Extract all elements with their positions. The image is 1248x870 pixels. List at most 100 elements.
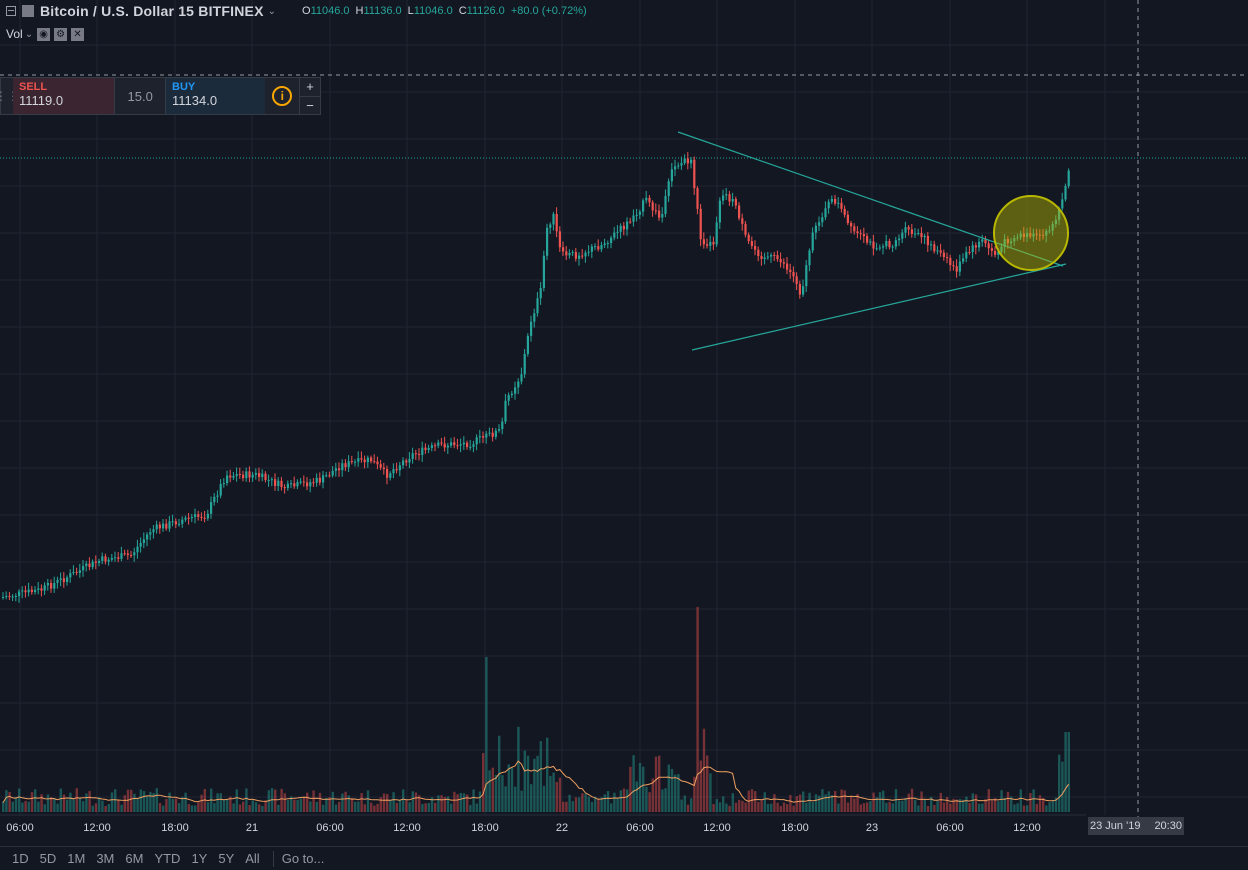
range-3m[interactable]: 3M (96, 851, 115, 866)
candle-body (795, 276, 798, 284)
candle-body (459, 444, 462, 446)
collapse-icon[interactable] (6, 6, 16, 16)
candle-body (658, 210, 661, 218)
volume-bar (578, 797, 581, 812)
info-button[interactable]: i (265, 78, 299, 114)
buy-price: 11134.0 (172, 93, 218, 108)
candle-body (888, 241, 891, 248)
range-5y[interactable]: 5Y (218, 851, 235, 866)
volume-bar (126, 789, 130, 812)
close-icon[interactable]: ✕ (71, 27, 85, 41)
candle-body (587, 251, 590, 253)
time-axis-label: 12:00 (83, 822, 111, 834)
candle-body (744, 223, 747, 235)
hide-icon[interactable]: ◉ (37, 27, 51, 41)
volume-bar (290, 796, 293, 812)
sell-button[interactable]: SELL 11119.0 (13, 78, 115, 114)
volume-bar (242, 801, 245, 812)
volume-bar (597, 798, 600, 812)
volume-bar (523, 750, 526, 812)
volume-bar (974, 794, 978, 812)
candle-body (706, 244, 709, 246)
candle-body (1032, 233, 1035, 237)
volume-bar (306, 792, 309, 812)
candle-body (760, 255, 763, 259)
chevron-down-icon[interactable]: ⌄ (267, 5, 277, 17)
volume-bar (549, 776, 552, 812)
volume-bar (1035, 804, 1038, 812)
volume-bar (539, 741, 542, 812)
candle-body (670, 169, 673, 182)
candle-body (363, 459, 366, 463)
range-all[interactable]: All (245, 851, 260, 866)
candle-body (933, 244, 936, 252)
range-1y[interactable]: 1Y (191, 851, 208, 866)
buy-button[interactable]: BUY 11134.0 (166, 78, 266, 114)
range-5d[interactable]: 5D (39, 851, 57, 866)
candle-body (1000, 246, 1003, 252)
volume-bar (789, 794, 792, 812)
volume-bar (69, 792, 72, 812)
candle-body (613, 232, 616, 238)
candle-body (27, 589, 30, 593)
candle-body (808, 250, 811, 266)
candle-body (242, 474, 245, 479)
candle-body (907, 227, 910, 230)
volume-bar (808, 792, 811, 812)
candle-body (725, 194, 728, 196)
candle-body (408, 458, 411, 463)
breakout-highlight-circle[interactable] (993, 195, 1069, 271)
goto-button[interactable]: Go to... (281, 851, 325, 866)
candle-body (811, 232, 814, 251)
triangle-lower-trendline[interactable] (691, 263, 1067, 351)
range-ytd[interactable]: YTD (154, 851, 181, 866)
candle-body (347, 461, 350, 468)
candle-body (955, 266, 958, 272)
volume-bar (888, 801, 891, 812)
symbol-title[interactable]: Bitcoin / U.S. Dollar 15 BITFINEX (40, 3, 264, 19)
volume-bar (699, 760, 702, 812)
settings-icon[interactable]: ⚙ (54, 27, 68, 41)
volume-bar (517, 726, 520, 812)
volume-bar (341, 793, 344, 812)
triangle-upper-trendline[interactable] (677, 131, 1064, 267)
chevron-down-icon[interactable]: ⌄ (24, 28, 34, 40)
volume-bar (1026, 805, 1029, 812)
volume-bar (766, 804, 770, 812)
candle-body (1016, 237, 1019, 239)
volume-bar (587, 796, 590, 812)
candle-body (213, 496, 216, 503)
minus-button[interactable]: − (306, 97, 314, 113)
candle-body (818, 222, 821, 226)
volume-bar (869, 800, 872, 812)
candle-body (923, 236, 926, 238)
candle-body (904, 227, 907, 233)
range-1d[interactable]: 1D (12, 851, 29, 866)
candle-body (942, 252, 945, 258)
candle-body (341, 463, 344, 471)
drag-handle-icon[interactable]: ⋮⋮ (0, 89, 19, 103)
candle-body (770, 254, 773, 257)
candle-body (40, 588, 43, 591)
candle-body (14, 596, 17, 598)
candle-body (88, 563, 91, 568)
volume-bar (1051, 801, 1054, 812)
volume-bar (91, 805, 94, 812)
candle-body (78, 570, 81, 573)
range-6m[interactable]: 6M (125, 851, 144, 866)
candle-body (168, 521, 171, 529)
plus-button[interactable]: + (300, 78, 320, 97)
quantity-field[interactable]: 15.0 (114, 78, 166, 114)
volume-bar (475, 803, 478, 812)
candle-body (254, 472, 257, 475)
range-1m[interactable]: 1M (67, 851, 86, 866)
ohlc-high: 11136.0 (363, 5, 402, 17)
candle-body (920, 233, 923, 238)
volume-bar (72, 799, 75, 812)
volume-bar (606, 791, 610, 812)
candle-body (930, 244, 933, 246)
candle-body (251, 474, 254, 478)
volume-label[interactable]: Vol (6, 27, 23, 41)
candle-body (878, 247, 881, 249)
